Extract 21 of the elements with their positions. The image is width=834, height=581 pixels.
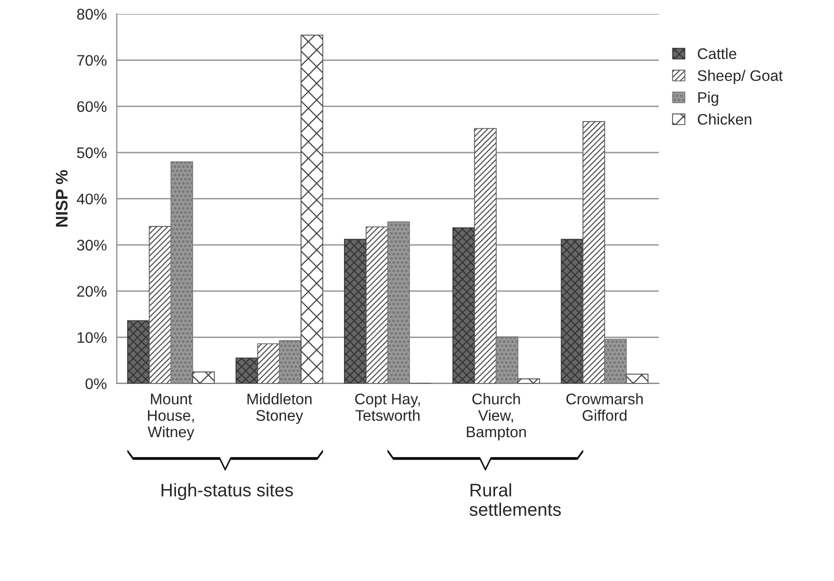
legend-label: Pig bbox=[698, 92, 718, 106]
x-tick-label: Mount House, Witney bbox=[148, 394, 194, 440]
x-tick-label: Church View, Bampton bbox=[466, 393, 526, 440]
y-tick-label: 40% bbox=[76, 194, 106, 204]
y-tick-label: 30% bbox=[77, 240, 106, 251]
y-tick-label: 60% bbox=[77, 101, 106, 112]
legend-label: Chicken bbox=[698, 114, 752, 125]
x-tick-label: Copt Hay, Tetsworth bbox=[355, 394, 420, 421]
legend-label: Cattle bbox=[698, 48, 736, 60]
legend-label: Sheep/ Goat bbox=[698, 70, 783, 84]
y-tick-label: 80% bbox=[77, 8, 106, 20]
text: High-status sites bbox=[162, 483, 293, 500]
x-tick-label: Middleton Stoney bbox=[248, 393, 312, 424]
y-tick-label: 70% bbox=[77, 55, 106, 66]
y-tick-label: 50% bbox=[77, 147, 106, 158]
y-axis-title: NISP % bbox=[56, 170, 68, 227]
y-tick-label: 0% bbox=[86, 378, 106, 390]
x-tick-label: Crowmarsh Gifford bbox=[566, 393, 643, 421]
y-tick-label: 10% bbox=[78, 332, 106, 343]
y-tick-label: 20% bbox=[77, 286, 106, 297]
text: Rural settlements bbox=[470, 483, 561, 516]
